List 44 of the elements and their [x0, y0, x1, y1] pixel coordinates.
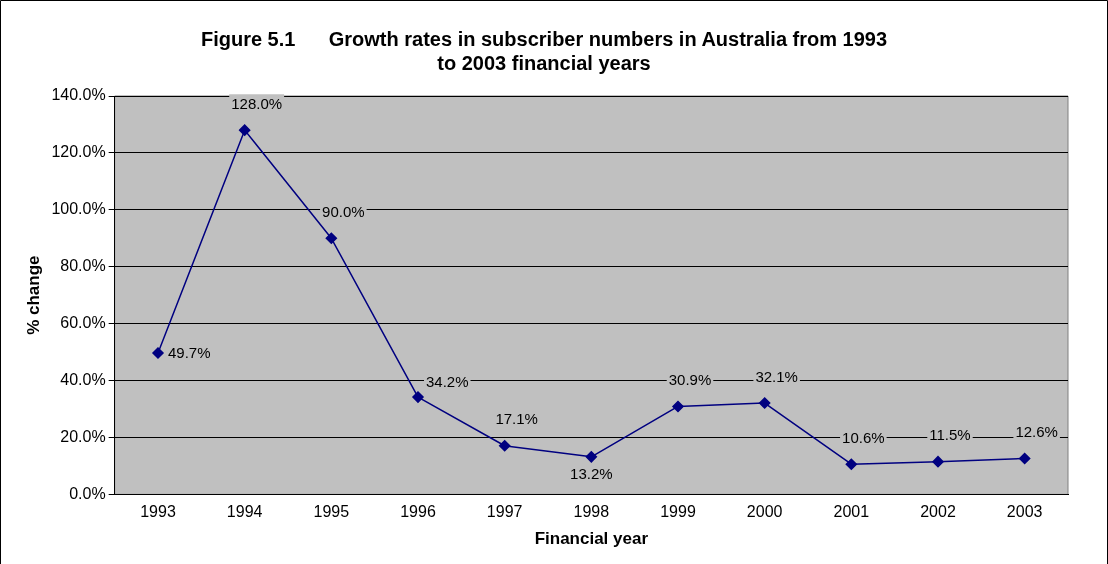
x-axis-title: Financial year [534, 529, 649, 549]
data-label: 10.6% [842, 428, 885, 446]
data-label: 30.9% [668, 371, 712, 389]
x-tick-label: 2001 [833, 503, 870, 521]
data-label: 128.0% [231, 94, 283, 112]
point [325, 232, 338, 245]
y-tick-label: 140.0% [51, 86, 106, 104]
x-tick-label: 1993 [140, 503, 176, 521]
data-label: 34.2% [426, 372, 469, 390]
y-tick-label: 20.0% [60, 427, 106, 445]
x-tick-label: 1996 [400, 503, 436, 521]
data-label: 32.1% [755, 367, 798, 385]
x-tick-label: 1999 [660, 503, 696, 521]
y-tick-label: 60.0% [60, 314, 106, 332]
y-tick-label: 40.0% [60, 370, 106, 388]
point [758, 397, 771, 409]
point [498, 439, 511, 452]
x-tick-label: 1994 [226, 503, 263, 521]
data-label: 13.2% [570, 465, 613, 483]
point [932, 455, 944, 468]
point [238, 124, 251, 136]
point [672, 400, 684, 413]
x-tick-label: 2000 [746, 503, 783, 521]
y-tick-label: 100.0% [51, 200, 106, 218]
x-tick-label: 1995 [313, 503, 350, 521]
y-axis-title: % change [23, 255, 43, 335]
x-tick-label: 1998 [573, 503, 610, 521]
data-label: 17.1% [495, 410, 538, 428]
point [1018, 452, 1031, 465]
chart-title: Figure 5.1 Growth rates in subscriber numbers in Australia from 1993 to 2003 financial years [200, 27, 888, 74]
y-tick-label: 120.0% [51, 143, 106, 161]
y-tick-label: 0.0% [69, 484, 106, 502]
point [152, 347, 164, 359]
data-label: 11.5% [929, 426, 971, 444]
data-label: 12.6% [1015, 423, 1058, 441]
data-label: 90.0% [322, 202, 365, 220]
x-tick-label: 1997 [486, 503, 523, 521]
point [412, 391, 424, 403]
data-label: 49.7% [168, 344, 211, 362]
point [585, 451, 598, 463]
point [845, 458, 858, 470]
x-tick-label: 2003 [1006, 503, 1043, 521]
y-tick-label: 80.0% [60, 257, 106, 275]
x-tick-label: 2002 [920, 503, 956, 521]
